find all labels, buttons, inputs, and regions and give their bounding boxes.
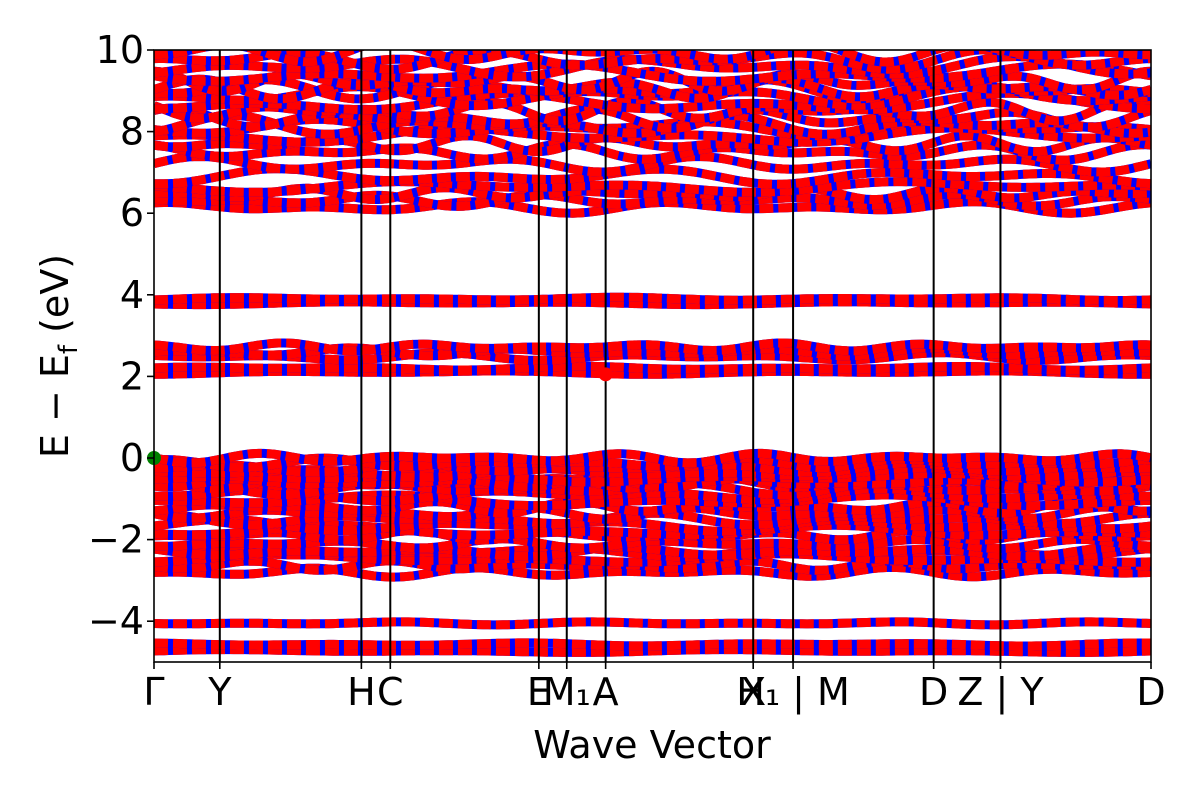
band-line xyxy=(154,177,1151,197)
band-line xyxy=(154,343,1151,361)
x-tick-label: C xyxy=(377,670,404,714)
y-tick-label: 8 xyxy=(120,110,144,154)
band-line xyxy=(154,542,1151,561)
y-tick-label: 6 xyxy=(120,191,144,235)
band-line xyxy=(154,463,1151,482)
y-axis-label-subscript: f xyxy=(54,344,84,354)
band-line xyxy=(154,542,1151,562)
band-line xyxy=(154,644,1151,657)
band-line xyxy=(154,110,1151,139)
y-tick-label: 0 xyxy=(120,436,144,480)
y-axis-label-unit: (eV) xyxy=(33,254,77,345)
y-axis-label: E − Ef (eV) xyxy=(33,254,84,458)
band-line xyxy=(154,496,1151,518)
cbm-marker xyxy=(598,367,613,382)
band-line xyxy=(154,338,1151,356)
x-tick-label: H₁ | M xyxy=(736,670,850,715)
x-tick-label: D xyxy=(919,670,948,714)
y-tick-label: 2 xyxy=(120,354,144,398)
band-outline xyxy=(154,50,1151,67)
band-line xyxy=(154,534,1151,554)
y-tick-label: 10 xyxy=(96,28,144,72)
band-line xyxy=(154,183,1151,204)
y-tick-label: −2 xyxy=(88,518,144,562)
band-line xyxy=(154,59,1151,86)
band-line xyxy=(154,131,1151,157)
band-line xyxy=(154,453,1151,473)
x-tick-label: M₁ xyxy=(543,670,591,714)
x-tick-label: D xyxy=(1136,670,1165,714)
band-line xyxy=(154,139,1151,165)
band-line xyxy=(154,469,1151,487)
band-line xyxy=(154,473,1151,492)
band-line xyxy=(154,96,1151,126)
x-tick-label: Γ xyxy=(143,670,164,714)
band-line xyxy=(154,549,1151,567)
band-line xyxy=(154,366,1151,379)
bands-layer xyxy=(154,50,1151,657)
band-line xyxy=(154,638,1151,651)
band-line xyxy=(154,50,1151,74)
y-tick-label: 4 xyxy=(120,273,144,317)
y-axis-label-main: E − E xyxy=(33,354,77,458)
band-line xyxy=(154,562,1151,582)
band-line xyxy=(154,292,1151,305)
x-tick-label: X xyxy=(740,670,766,714)
x-tick-label: A xyxy=(593,670,619,714)
band-line xyxy=(154,88,1151,115)
x-axis-label: Wave Vector xyxy=(533,723,771,767)
y-axis-ticks: −4 −2 0 2 4 6 8 10 xyxy=(88,28,154,643)
band-line xyxy=(154,164,1151,189)
band-line xyxy=(154,556,1151,575)
x-tick-label: H xyxy=(347,670,376,714)
band-line xyxy=(154,103,1151,133)
band-line xyxy=(154,484,1151,506)
band-line xyxy=(154,448,1151,468)
plot-frame xyxy=(153,49,1152,663)
x-tick-label: E xyxy=(527,670,551,714)
x-tick-label: Y xyxy=(207,670,232,714)
band-line xyxy=(154,74,1151,104)
band-line xyxy=(154,617,1151,630)
kpath-lines xyxy=(218,50,1002,662)
x-tick-label: Z | Y xyxy=(957,670,1044,715)
band-line xyxy=(154,361,1151,375)
band-line xyxy=(154,297,1151,310)
y-tick-label: −4 xyxy=(88,599,144,643)
band-line xyxy=(154,66,1151,96)
band-line xyxy=(154,151,1151,177)
band-line xyxy=(154,490,1151,511)
band-line xyxy=(154,520,1151,540)
band-line xyxy=(154,514,1151,536)
